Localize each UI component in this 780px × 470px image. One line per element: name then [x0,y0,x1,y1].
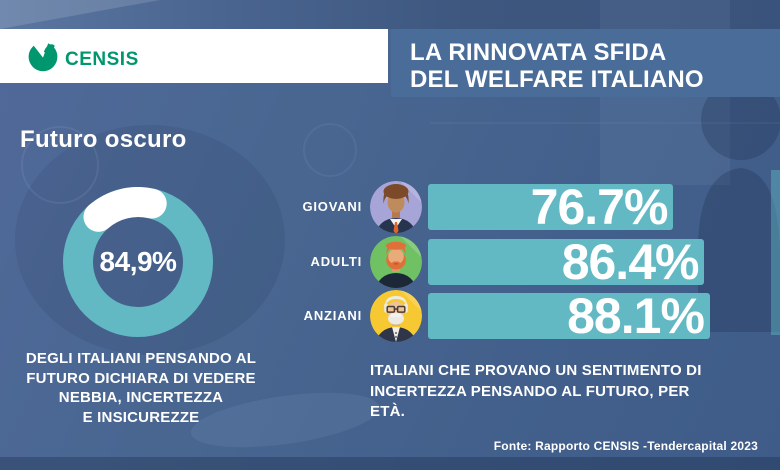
donut-chart: 84,9% [63,187,213,337]
bar-value-label: 76.7% [530,179,669,235]
bar-category-label: ADULTI [310,254,362,269]
bar-category-label: GIOVANI [302,199,362,214]
elderly-person-avatar-icon [370,290,422,342]
value-bar: 88.1% [428,288,710,344]
donut-caption-line: NEBBIA, INCERTEZZA [58,389,224,406]
bar-chart-caption-line: INCERTEZZA PENSANDO AL FUTURO, PER ETÀ. [370,382,690,421]
bar-chart-caption: ITALIANI CHE PROVANO UN SENTIMENTO DI IN… [370,361,720,423]
donut-value-label: 84,9% [99,246,177,277]
donut-chart-svg [63,187,213,337]
bar-chart-caption-line: ITALIANI CHE PROVANO UN SENTIMENTO DI [370,362,702,379]
bar-value-label: 88.1% [567,288,705,344]
value-bar: 86.4% [428,234,705,290]
section-title: Futuro oscuro [20,126,187,153]
report-title-box: LA RINNOVATA SFIDA DEL WELFARE ITALIANO [391,29,780,97]
bar-chart: GIOVANI 76.7% ADULTI [290,0,780,470]
bar-value-label: 86.4% [561,234,700,290]
donut-gap-arc [83,187,167,232]
adult-person-avatar-icon [370,236,422,288]
logo-bar: CENSIS [0,29,388,83]
report-title-line2: DEL WELFARE ITALIANO [410,66,704,93]
bar-row-adulti: ADULTI 86.4% [290,234,780,290]
donut-caption: DEGLI ITALIANI PENSANDO AL FUTURO DICHIA… [0,349,282,427]
background-bottom-strip [0,457,780,470]
bar-category-label: ANZIANI [303,308,362,323]
source-note: Fonte: Rapporto CENSIS -Tendercapital 20… [493,439,758,453]
value-bar: 76.7% [428,179,674,235]
bar-row-giovani: GIOVANI 76.7% [290,179,780,235]
censis-logo-icon [28,40,58,72]
young-person-avatar-icon [370,181,422,233]
report-title-line1: LA RINNOVATA SFIDA [410,39,667,66]
donut-caption-line: FUTURO DICHIARA DI VEDERE [26,369,256,387]
donut-caption-line: DEGLI ITALIANI PENSANDO AL [25,350,257,367]
censis-logo-text: CENSIS [65,49,139,70]
bar-row-anziani: ANZIANI [290,288,780,344]
background-top-strip [0,0,780,29]
donut-caption-line: E INSICUREZZE [82,408,200,426]
